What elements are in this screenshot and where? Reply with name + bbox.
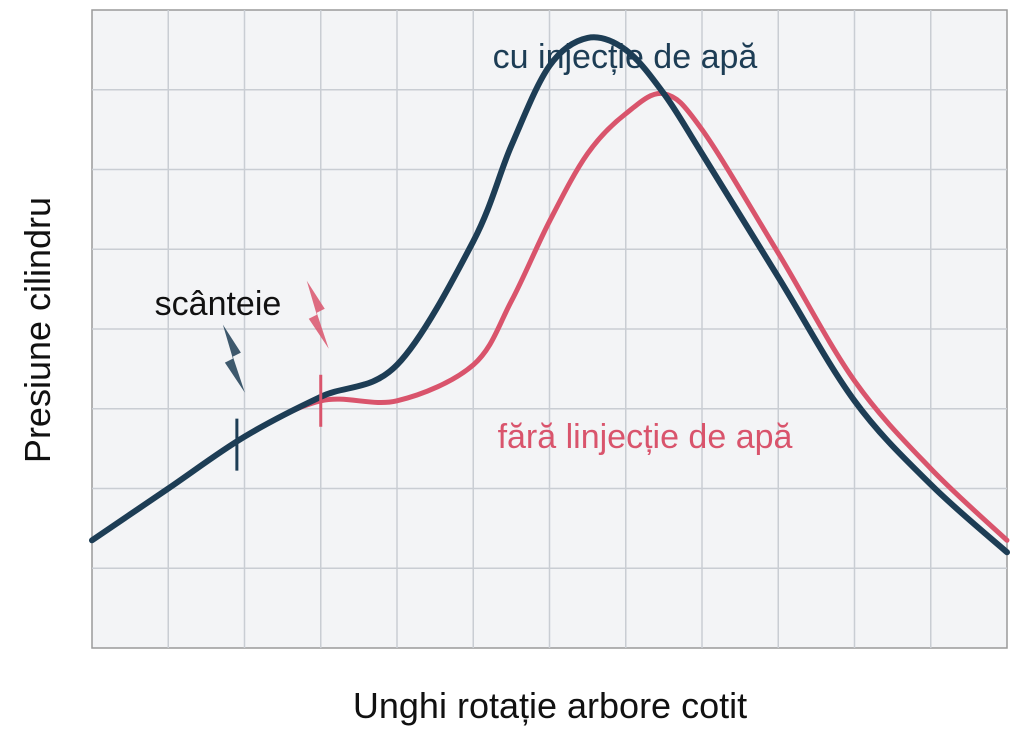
- series-line-0: [89, 34, 1010, 556]
- x-axis-label: Unghi rotație arbore cotit: [353, 685, 747, 726]
- annotation-spark: scânteie: [155, 285, 282, 323]
- lightning-bolt-icon: [306, 280, 329, 349]
- lightning-bolt-icon: [222, 324, 245, 393]
- series-layer: [89, 34, 1010, 556]
- ignition-markers: [222, 280, 329, 471]
- series-label-with-water: cu injecție de apă: [493, 38, 758, 76]
- series-label-without-water: fără linjecție de apă: [498, 418, 793, 456]
- y-axis-label: Presiune cilindru: [17, 197, 58, 463]
- grid: [92, 10, 1007, 648]
